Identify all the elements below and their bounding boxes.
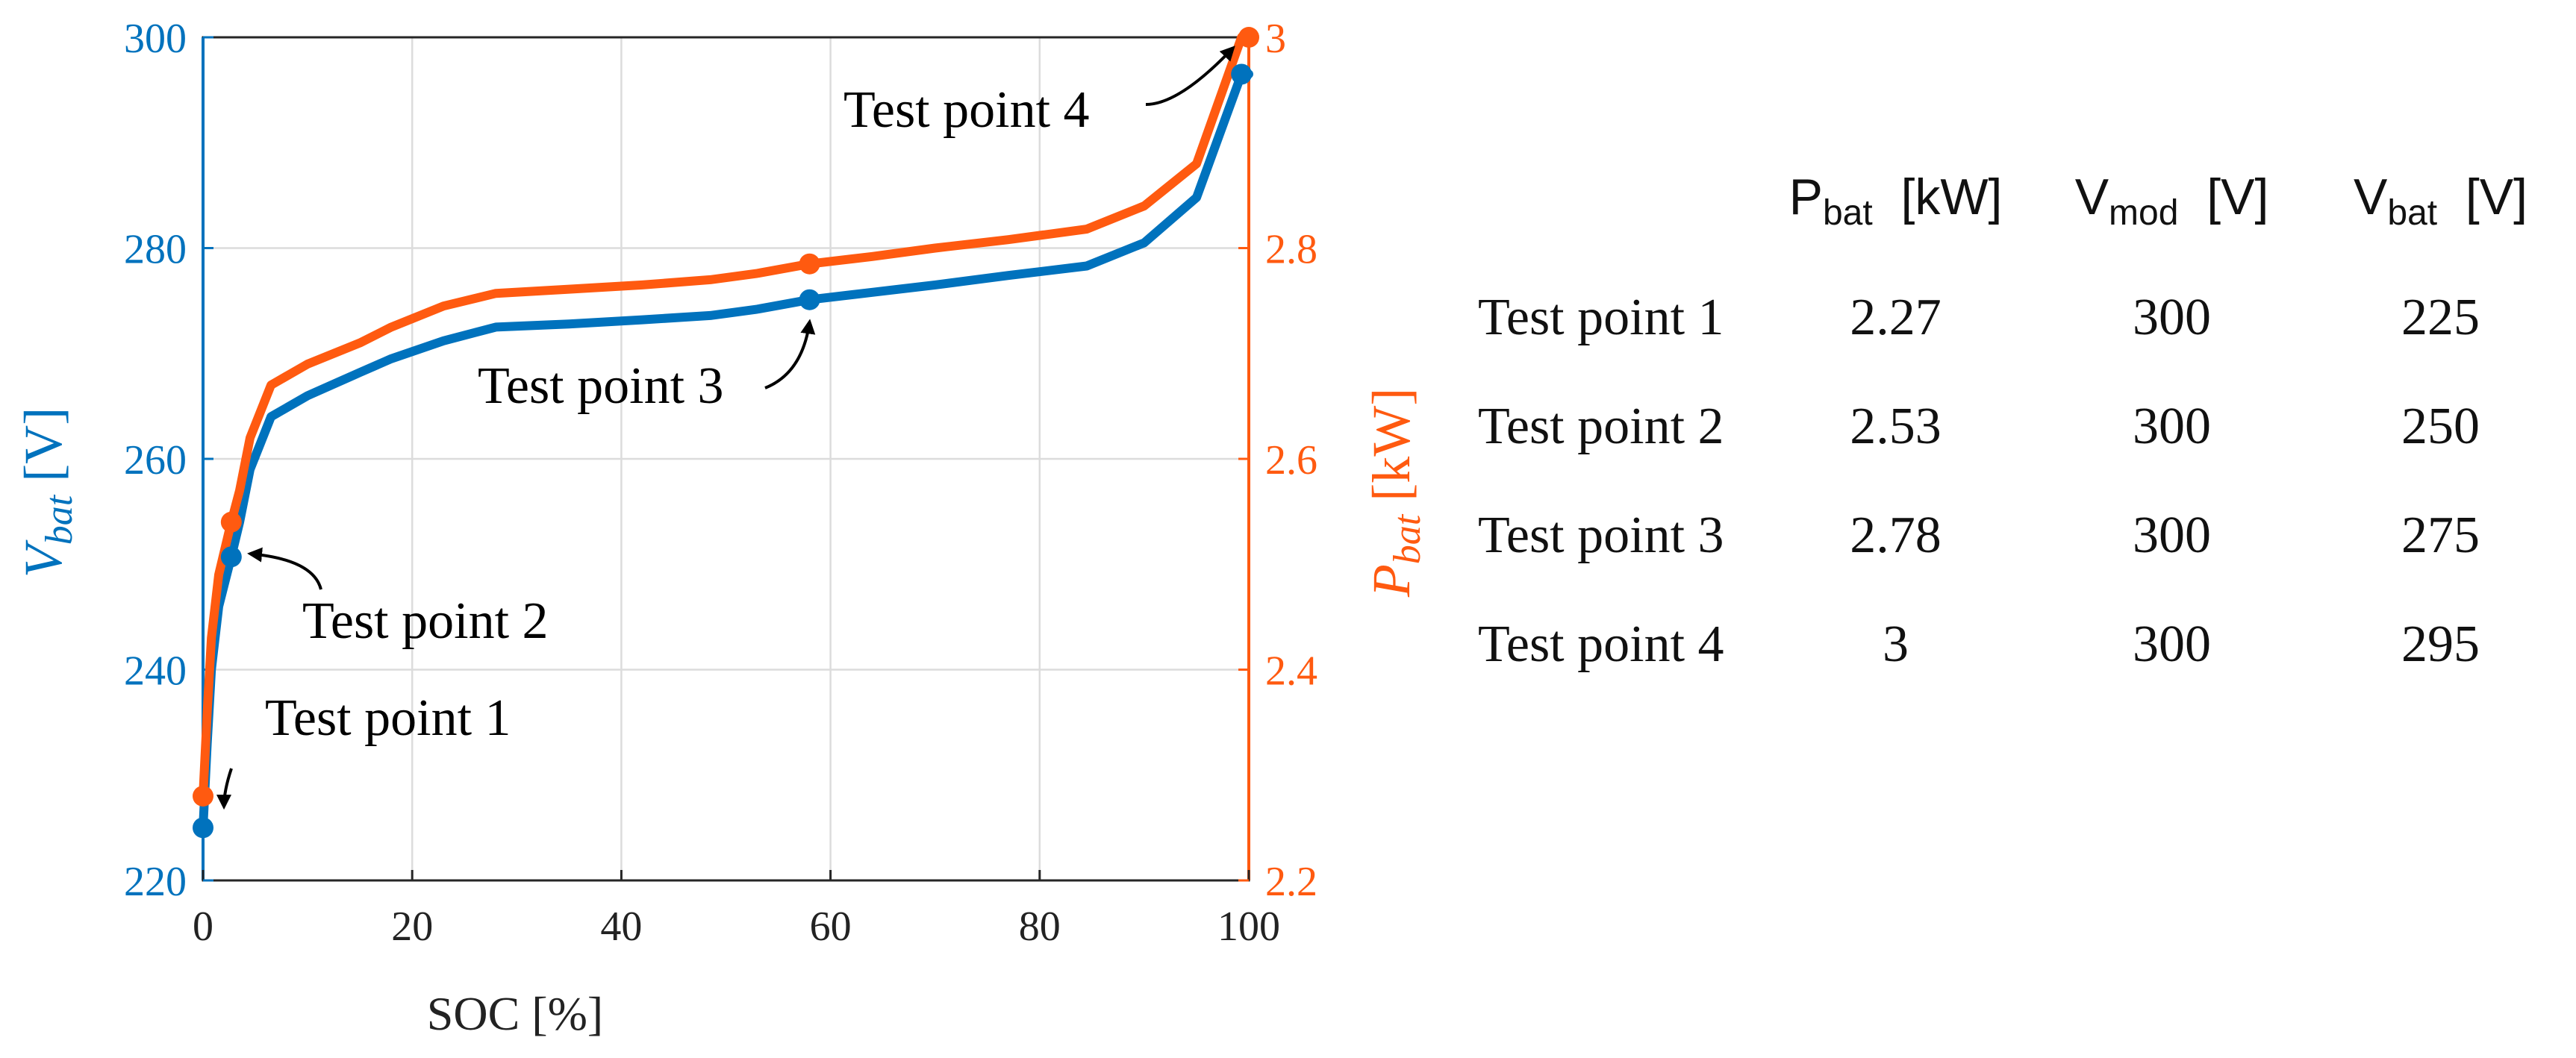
cell-v-bat: 295 bbox=[2401, 616, 2480, 673]
right-y-axis-label: Pbat[kW] bbox=[1362, 388, 1429, 598]
cell-p-bat: 2.27 bbox=[1850, 289, 1942, 346]
annotation-label: Test point 3 bbox=[478, 357, 724, 415]
data-point-p-bat bbox=[1238, 27, 1259, 48]
data-point-v-bat bbox=[193, 817, 213, 839]
cell-p-bat: 3 bbox=[1883, 616, 1909, 673]
cell-v-mod: 300 bbox=[2133, 507, 2212, 564]
x-tick-label: 20 bbox=[391, 904, 433, 950]
test-point-table: Pbat [kW] Vmod [V] Vbat [V] Test point 1… bbox=[1478, 168, 2575, 699]
series-lines bbox=[199, 33, 1253, 833]
series-line-p-bat bbox=[199, 33, 1253, 801]
table-row: Test point 2 2.53 300 250 bbox=[1478, 372, 2575, 481]
cell-v-mod: 300 bbox=[2133, 616, 2212, 673]
series-line-v-bat bbox=[199, 69, 1253, 833]
annotation-arrow bbox=[764, 319, 816, 389]
annotation-label: Test point 1 bbox=[265, 689, 511, 747]
right-y-axis-ticks: 2.2 2.4 2.6 2.8 3 bbox=[1238, 16, 1317, 905]
cell-p-bat: 2.53 bbox=[1850, 398, 1942, 455]
header-empty bbox=[1478, 168, 1754, 263]
right-y-tick-label: 2.4 bbox=[1265, 648, 1317, 695]
table-row: Test point 3 2.78 300 275 bbox=[1478, 481, 2575, 590]
data-point-p-bat bbox=[220, 511, 242, 533]
annotation-arrow bbox=[247, 547, 322, 590]
row-name: Test point 3 bbox=[1478, 507, 1724, 564]
cell-v-bat: 275 bbox=[2401, 507, 2480, 564]
header-v-bat: Vbat [V] bbox=[2354, 169, 2528, 233]
row-name: Test point 2 bbox=[1478, 398, 1724, 455]
x-tick-label: 100 bbox=[1217, 904, 1280, 950]
header-v-mod: Vmod [V] bbox=[2074, 169, 2269, 233]
annotation-label: Test point 2 bbox=[302, 592, 549, 650]
data-point-v-bat bbox=[220, 546, 242, 568]
x-tick-label: 60 bbox=[810, 904, 852, 950]
table-row: Test point 4 3 300 295 bbox=[1478, 590, 2575, 699]
data-markers bbox=[193, 27, 1259, 839]
left-y-tick-label: 260 bbox=[124, 437, 187, 483]
left-y-tick-label: 280 bbox=[124, 227, 187, 273]
x-tick-label: 80 bbox=[1019, 904, 1061, 950]
data-point-p-bat bbox=[799, 253, 820, 275]
data-point-v-bat bbox=[799, 289, 820, 310]
cell-v-bat: 225 bbox=[2401, 289, 2480, 346]
right-y-tick-label: 3 bbox=[1265, 16, 1286, 62]
right-y-tick-label: 2.8 bbox=[1265, 227, 1317, 273]
x-tick-label: 0 bbox=[193, 904, 213, 950]
gridlines bbox=[203, 37, 1249, 880]
row-name: Test point 4 bbox=[1478, 616, 1724, 673]
left-y-tick-label: 240 bbox=[124, 648, 187, 695]
left-y-tick-label: 300 bbox=[124, 16, 187, 62]
left-y-tick-label: 220 bbox=[124, 859, 187, 905]
data-point-p-bat bbox=[193, 786, 213, 807]
table-row: Test point 1 2.27 300 225 bbox=[1478, 263, 2575, 372]
cell-v-bat: 250 bbox=[2401, 398, 2480, 455]
x-axis-label: SOC [%] bbox=[427, 987, 603, 1040]
header-p-bat: Pbat [kW] bbox=[1788, 169, 2003, 233]
cell-v-mod: 300 bbox=[2133, 398, 2212, 455]
data-point-v-bat bbox=[1231, 63, 1253, 85]
left-y-axis-ticks: 220 240 260 280 300 bbox=[124, 16, 213, 905]
annotation-arrow bbox=[1145, 46, 1235, 106]
x-axis-ticks: 0 20 40 60 80 100 bbox=[193, 870, 1280, 950]
right-y-tick-label: 2.2 bbox=[1265, 859, 1317, 905]
cell-v-mod: 300 bbox=[2133, 289, 2212, 346]
right-y-tick-label: 2.6 bbox=[1265, 437, 1317, 483]
cell-p-bat: 2.78 bbox=[1850, 507, 1942, 564]
left-y-axis-label: Vbat[V] bbox=[13, 407, 81, 577]
annotation-label: Test point 4 bbox=[843, 81, 1090, 139]
x-tick-label: 40 bbox=[600, 904, 642, 950]
row-name: Test point 1 bbox=[1478, 289, 1724, 346]
annotations: Test point 1 Test point 2 Test point 3 Test… bbox=[216, 46, 1235, 810]
table-header-row: Pbat [kW] Vmod [V] Vbat [V] bbox=[1478, 168, 2575, 263]
annotation-arrow bbox=[216, 768, 233, 810]
